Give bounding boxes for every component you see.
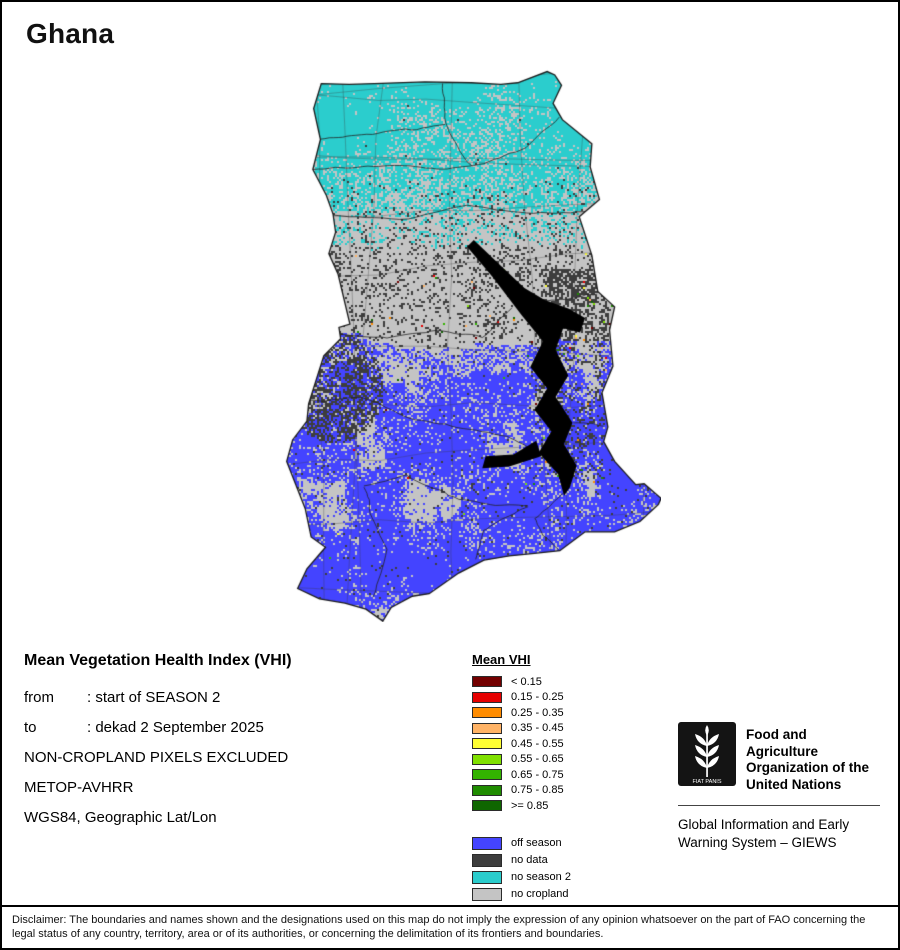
legend-class-label: 0.15 - 0.25 [511, 691, 564, 704]
legend-class-label: 0.75 - 0.85 [511, 784, 564, 797]
legend-swatch [472, 800, 502, 812]
legend-category-label: no cropland [511, 888, 569, 900]
legend-class-label: >= 0.85 [511, 799, 549, 812]
info-row-value: NON-CROPLAND PIXELS EXCLUDED [24, 749, 289, 766]
giews-line: Warning System – GIEWS [678, 835, 837, 850]
legend-class-row: 0.75 - 0.85 [472, 783, 571, 799]
wheat-icon [695, 725, 719, 777]
info-row-value: METOP-AVHRR [24, 779, 134, 796]
legend-class-label: 0.25 - 0.35 [511, 706, 564, 719]
fao-divider [678, 805, 880, 806]
legend-class-row: < 0.15 [472, 674, 571, 690]
info-row: to : dekad 2 September 2025 [24, 713, 454, 743]
legend-swatch [472, 722, 502, 734]
ghana-vhi-map [285, 69, 661, 622]
legend-swatch [472, 707, 502, 719]
fao-logo: FIAT PANIS [678, 722, 736, 786]
legend-swatch [472, 738, 502, 750]
legend-swatch [472, 753, 502, 765]
legend-class-label: 0.35 - 0.45 [511, 722, 564, 735]
legend-category-label: off season [511, 837, 562, 849]
giews-line: Global Information and Early [678, 817, 850, 832]
legend-class-row: 0.55 - 0.65 [472, 752, 571, 768]
legend-class-row: 0.35 - 0.45 [472, 721, 571, 737]
giews-text: Global Information and Early Warning Syst… [678, 816, 880, 852]
legend-class-label: 0.55 - 0.65 [511, 753, 564, 766]
legend-class-row: 0.45 - 0.55 [472, 736, 571, 752]
legend-classes: < 0.15 0.15 - 0.25 0.25 - 0.35 0.35 - 0.45 0… [472, 674, 571, 814]
info-row-value: : dekad 2 September 2025 [87, 719, 264, 736]
legend-swatch [472, 870, 502, 884]
legend-category-row: no cropland [472, 886, 571, 903]
info-row: WGS84, Geographic Lat/Lon [24, 803, 454, 833]
legend-class-label: 0.65 - 0.75 [511, 768, 564, 781]
legend-swatch [472, 784, 502, 796]
fao-name-line: Organization of the [746, 760, 869, 775]
info-row: from : start of SEASON 2 [24, 683, 454, 713]
legend-class-label: 0.45 - 0.55 [511, 737, 564, 750]
info-row: NON-CROPLAND PIXELS EXCLUDED [24, 743, 454, 773]
legend-category-row: off season [472, 835, 571, 852]
legend-swatch [472, 853, 502, 867]
fao-name-line: Food and Agriculture [746, 727, 819, 759]
fao-name-line: United Nations [746, 776, 842, 792]
legend-swatch [472, 769, 502, 781]
legend-categories: off season no data no season 2 no cropland [472, 835, 571, 903]
fao-name: Food and Agriculture Organization of the U… [746, 722, 880, 793]
legend-class-row: 0.15 - 0.25 [472, 690, 571, 706]
disclaimer: Disclaimer: The boundaries and names sho… [2, 905, 898, 948]
legend-swatch [472, 676, 502, 688]
fao-header: FIAT PANIS Food and Agriculture Organizat… [678, 722, 880, 793]
legend-class-row: 0.65 - 0.75 [472, 767, 571, 783]
info-rows: from : start of SEASON 2 to : dekad 2 Septe… [24, 683, 454, 833]
legend: Mean VHI < 0.15 0.15 - 0.25 0.25 - 0.35 0.3… [472, 652, 571, 903]
legend-class-label: < 0.15 [511, 675, 542, 688]
info-row-label: from [24, 689, 54, 706]
legend-class-row: >= 0.85 [472, 798, 571, 814]
legend-gap [472, 814, 571, 835]
info-row-value: : start of SEASON 2 [87, 689, 221, 706]
info-row-label: to [24, 719, 37, 736]
page-title: Ghana [26, 18, 115, 49]
legend-swatch [472, 887, 502, 901]
legend-title: Mean VHI [472, 652, 531, 667]
info-heading: Mean Vegetation Health Index (VHI) [24, 652, 292, 669]
map-info-block: Mean Vegetation Health Index (VHI) from:… [24, 652, 454, 833]
fao-logo-motto: FIAT PANIS [692, 779, 721, 785]
legend-class-row: 0.25 - 0.35 [472, 705, 571, 721]
legend-category-row: no data [472, 852, 571, 869]
legend-swatch [472, 836, 502, 850]
legend-category-label: no data [511, 854, 548, 866]
legend-category-row: no season 2 [472, 869, 571, 886]
info-row-value: WGS84, Geographic Lat/Lon [24, 809, 217, 826]
legend-swatch [472, 691, 502, 703]
info-row: METOP-AVHRR [24, 773, 454, 803]
legend-category-label: no season 2 [511, 871, 571, 883]
fao-block: FIAT PANIS Food and Agriculture Organizat… [678, 722, 880, 852]
